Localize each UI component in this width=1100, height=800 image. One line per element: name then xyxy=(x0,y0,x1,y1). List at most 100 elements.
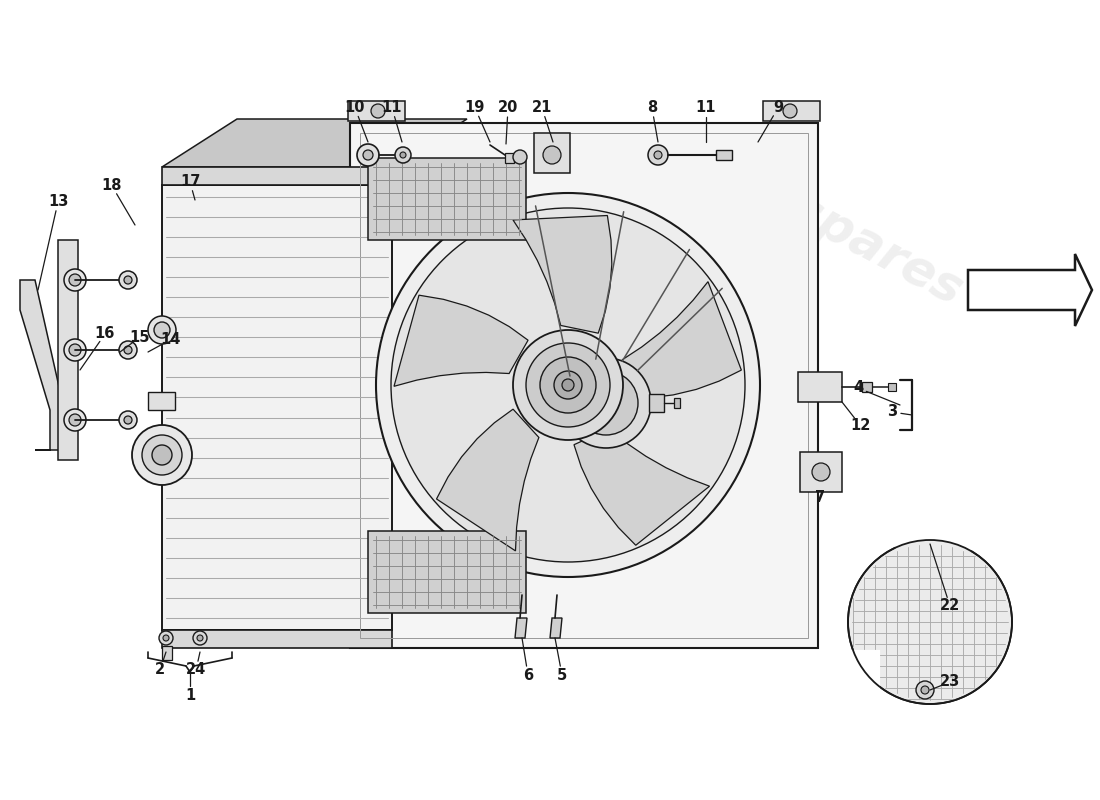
Bar xyxy=(360,133,808,638)
Circle shape xyxy=(152,445,172,465)
Circle shape xyxy=(513,330,623,440)
Text: 20: 20 xyxy=(498,101,518,115)
Text: 17: 17 xyxy=(179,174,200,190)
Polygon shape xyxy=(162,167,392,185)
Polygon shape xyxy=(888,383,896,391)
Circle shape xyxy=(848,540,1012,704)
Circle shape xyxy=(513,150,527,164)
Text: 7: 7 xyxy=(815,490,825,505)
Polygon shape xyxy=(534,133,570,173)
Polygon shape xyxy=(848,652,878,704)
Circle shape xyxy=(554,371,582,399)
Circle shape xyxy=(648,145,668,165)
Circle shape xyxy=(540,357,596,413)
Text: 11: 11 xyxy=(382,101,403,115)
Circle shape xyxy=(142,435,182,475)
Polygon shape xyxy=(437,409,539,551)
Text: 24: 24 xyxy=(186,662,206,678)
Circle shape xyxy=(197,635,204,641)
Polygon shape xyxy=(513,215,612,333)
Circle shape xyxy=(574,371,638,435)
Text: 1: 1 xyxy=(185,687,195,702)
Polygon shape xyxy=(162,119,468,167)
Circle shape xyxy=(371,104,385,118)
Polygon shape xyxy=(649,394,664,412)
Text: 18: 18 xyxy=(101,178,122,194)
Circle shape xyxy=(561,358,651,448)
Circle shape xyxy=(69,414,81,426)
Circle shape xyxy=(395,147,411,163)
Text: 23: 23 xyxy=(939,674,960,690)
Polygon shape xyxy=(162,137,468,185)
Text: 10: 10 xyxy=(344,101,365,115)
Circle shape xyxy=(376,193,760,577)
Text: 12: 12 xyxy=(850,418,870,433)
Circle shape xyxy=(124,416,132,424)
Polygon shape xyxy=(350,123,818,648)
Circle shape xyxy=(69,344,81,356)
Circle shape xyxy=(163,635,169,641)
Circle shape xyxy=(119,341,138,359)
Text: 19: 19 xyxy=(465,101,485,115)
Polygon shape xyxy=(798,372,842,402)
Circle shape xyxy=(363,150,373,160)
Polygon shape xyxy=(674,398,680,408)
Polygon shape xyxy=(236,137,468,582)
Text: 8: 8 xyxy=(647,101,657,115)
Circle shape xyxy=(64,409,86,431)
Text: eurospares: eurospares xyxy=(669,125,971,315)
Text: a passion for excellence since 1985: a passion for excellence since 1985 xyxy=(546,127,814,213)
Polygon shape xyxy=(515,618,527,638)
Bar xyxy=(162,646,172,660)
Polygon shape xyxy=(392,137,468,630)
Circle shape xyxy=(160,631,173,645)
Polygon shape xyxy=(368,531,526,613)
Circle shape xyxy=(124,276,132,284)
Circle shape xyxy=(119,271,138,289)
Text: 5: 5 xyxy=(557,667,568,682)
Circle shape xyxy=(192,631,207,645)
Polygon shape xyxy=(968,254,1092,326)
Polygon shape xyxy=(800,452,842,492)
Text: 2: 2 xyxy=(155,662,165,678)
Circle shape xyxy=(69,274,81,286)
Polygon shape xyxy=(58,240,78,460)
Text: 4: 4 xyxy=(852,381,864,395)
Text: 9: 9 xyxy=(773,101,783,115)
Circle shape xyxy=(562,379,574,391)
Circle shape xyxy=(358,144,379,166)
Circle shape xyxy=(921,686,929,694)
Polygon shape xyxy=(574,429,710,546)
Polygon shape xyxy=(763,101,820,121)
Circle shape xyxy=(124,346,132,354)
Circle shape xyxy=(64,269,86,291)
Circle shape xyxy=(812,463,830,481)
Text: 11: 11 xyxy=(695,101,716,115)
Circle shape xyxy=(543,146,561,164)
Circle shape xyxy=(916,681,934,699)
Polygon shape xyxy=(20,280,62,450)
Text: 6: 6 xyxy=(522,667,534,682)
Circle shape xyxy=(390,208,745,562)
Text: 22: 22 xyxy=(939,598,960,614)
Text: 14: 14 xyxy=(160,333,180,347)
Circle shape xyxy=(400,152,406,158)
Polygon shape xyxy=(162,630,392,648)
Polygon shape xyxy=(394,295,528,386)
Text: 21: 21 xyxy=(531,101,552,115)
Circle shape xyxy=(783,104,798,118)
Text: 3: 3 xyxy=(887,405,898,419)
Polygon shape xyxy=(862,382,872,392)
Polygon shape xyxy=(368,158,526,240)
Text: 13: 13 xyxy=(47,194,68,210)
Text: 15: 15 xyxy=(130,330,151,345)
Polygon shape xyxy=(550,618,562,638)
Circle shape xyxy=(154,322,170,338)
Polygon shape xyxy=(162,185,392,630)
Circle shape xyxy=(148,316,176,344)
Circle shape xyxy=(64,339,86,361)
Circle shape xyxy=(654,151,662,159)
Polygon shape xyxy=(623,282,741,398)
Text: 16: 16 xyxy=(95,326,116,342)
Polygon shape xyxy=(148,392,175,410)
